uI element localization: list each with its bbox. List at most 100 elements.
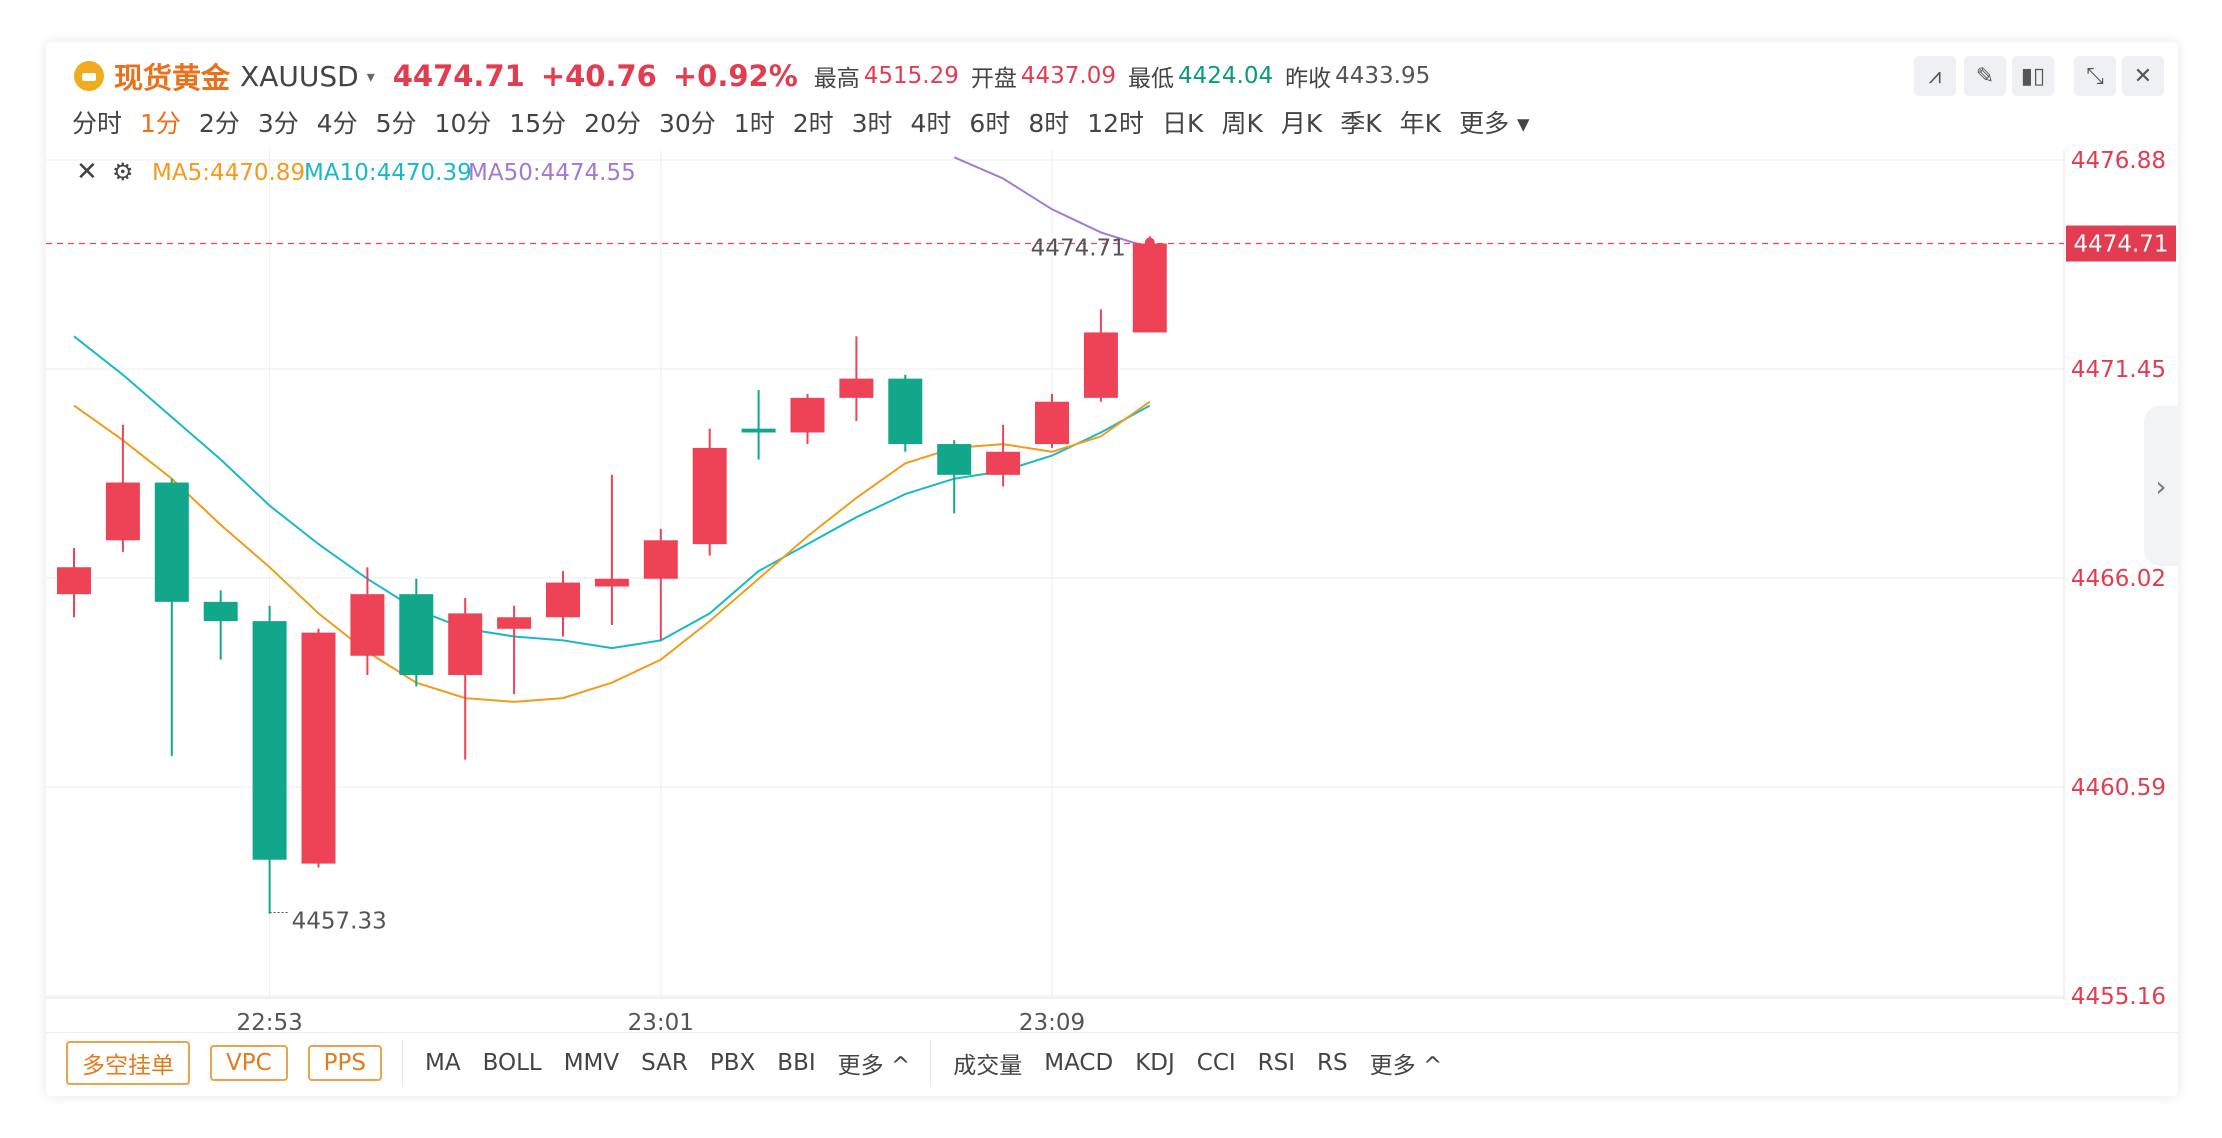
sub-indicator-rsi[interactable]: RSI xyxy=(1257,1050,1296,1076)
period-10[interactable]: 1时 xyxy=(733,109,775,138)
period-8[interactable]: 20分 xyxy=(584,109,641,138)
order-button-pps[interactable]: PPS xyxy=(307,1045,383,1081)
y-tick-label: 4455.16 xyxy=(2071,984,2166,1010)
candle-body xyxy=(1083,332,1118,398)
open-value: 4437.09 xyxy=(1020,63,1117,89)
high-value: 4515.29 xyxy=(863,63,959,89)
expand-side-panel-icon[interactable]: › xyxy=(2144,406,2178,566)
chart-card: 现货黄金 XAUUSD ▾ 4474.71 +40.76 +0.92% 最高 4… xyxy=(46,42,2178,1096)
ma5-legend: MA5:4470.89 xyxy=(152,160,305,186)
price-change: +40.76 xyxy=(540,59,657,93)
period-18[interactable]: 周K xyxy=(1221,109,1263,138)
period-4[interactable]: 4分 xyxy=(316,109,358,138)
candle-body xyxy=(937,444,972,475)
candle-body xyxy=(643,540,678,579)
candle-body xyxy=(105,482,140,541)
period-0[interactable]: 分时 xyxy=(72,109,123,138)
period-13[interactable]: 4时 xyxy=(910,109,952,138)
order-button-long-short[interactable]: 多空挂单 xyxy=(66,1041,190,1085)
period-22[interactable]: 更多 ▾ xyxy=(1459,109,1530,138)
candle-body xyxy=(741,428,776,433)
instrument-name[interactable]: 现货黄金 xyxy=(114,61,231,95)
last-price-dot xyxy=(1144,237,1155,248)
candle-type-icon[interactable]: ▮▯ xyxy=(2012,56,2054,96)
prev-close-value: 4433.95 xyxy=(1335,63,1431,89)
open-label: 开盘 xyxy=(970,66,1017,92)
sub-indicator-volume[interactable]: 成交量 xyxy=(953,1053,1023,1079)
main-indicator-mmv[interactable]: MMV xyxy=(563,1050,620,1076)
line-tool-icon[interactable]: ⩘ xyxy=(1914,56,1956,96)
period-bar: 分时 1分 2分 3分 4分 5分 10分 15分 20分 30分 1时 2时 3时 4时 6时 8时 12时日… xyxy=(72,100,1548,144)
period-6[interactable]: 10分 xyxy=(434,109,492,138)
period-15[interactable]: 8时 xyxy=(1028,109,1070,138)
period-17[interactable]: 日K xyxy=(1162,109,1204,138)
x-tick-label: 23:01 xyxy=(628,1010,694,1030)
y-tick-label: 4460.59 xyxy=(2071,775,2166,801)
period-5[interactable]: 5分 xyxy=(375,109,417,138)
sub-indicator-kdj[interactable]: KDJ xyxy=(1135,1050,1175,1076)
sub-indicator-cci[interactable]: CCI xyxy=(1196,1050,1236,1076)
sub-indicator-more[interactable]: 更多 ^ xyxy=(1369,1053,1443,1079)
instrument-symbol[interactable]: XAUUSD xyxy=(240,59,359,93)
high-label: 最高 xyxy=(813,66,860,92)
last-price-tag xyxy=(2066,225,2176,262)
candle-body xyxy=(154,482,189,602)
price-change-pct: +0.92% xyxy=(672,59,798,93)
candle-body xyxy=(839,378,874,398)
x-tick-label: 23:09 xyxy=(1019,1010,1085,1030)
draw-pen-icon[interactable]: ✎ xyxy=(1964,56,2006,96)
candle-body xyxy=(692,447,727,545)
period-1[interactable]: 1分 xyxy=(140,109,181,138)
divider xyxy=(930,1041,932,1085)
period-14[interactable]: 6时 xyxy=(969,109,1011,138)
candle-body xyxy=(986,451,1021,475)
candle-body xyxy=(546,582,580,618)
candle-body xyxy=(57,567,91,595)
main-indicator-bbi[interactable]: BBI xyxy=(777,1050,816,1076)
main-indicator-more[interactable]: 更多 ^ xyxy=(837,1053,911,1079)
ma50-legend: MA50:4474.55 xyxy=(468,160,636,186)
main-indicator-sar[interactable]: SAR xyxy=(641,1050,688,1076)
period-21[interactable]: 年K xyxy=(1399,109,1442,138)
sub-indicator-macd[interactable]: MACD xyxy=(1044,1050,1114,1076)
collapse-icon[interactable]: ⤡ xyxy=(2074,56,2116,96)
ma50-line xyxy=(953,156,1151,249)
close-icon[interactable]: ✕ xyxy=(2122,56,2164,96)
indicator-bar: 多空挂单 VPC PPS MA BOLL MMV SAR PBX BBI 更多 … xyxy=(46,1032,2178,1093)
main-indicator-pbx[interactable]: PBX xyxy=(709,1050,756,1076)
gold-coin-icon xyxy=(74,61,104,91)
period-20[interactable]: 季K xyxy=(1340,109,1382,138)
candle-body xyxy=(497,617,532,629)
candlestick-chart[interactable]: 4476.88 4471.45 4466.02 4460.59 4455.16 22:53… xyxy=(46,150,2178,1030)
candle-body xyxy=(1035,401,1069,445)
period-7[interactable]: 15分 xyxy=(509,109,567,138)
candle-body xyxy=(350,594,385,656)
low-marker-label: 4457.33 xyxy=(292,908,387,934)
period-12[interactable]: 3时 xyxy=(851,109,893,138)
close-ma-icon: ✕ xyxy=(76,157,98,187)
prev-close-label: 昨收 xyxy=(1285,66,1332,92)
period-16[interactable]: 12时 xyxy=(1087,109,1145,138)
period-3[interactable]: 3分 xyxy=(257,109,299,138)
sub-indicator-rs[interactable]: RS xyxy=(1317,1050,1348,1076)
y-tick-label: 4466.02 xyxy=(2071,566,2166,592)
period-9[interactable]: 30分 xyxy=(658,109,716,138)
low-label: 最低 xyxy=(1128,66,1175,92)
ma10-legend: MA10:4470.39 xyxy=(304,160,472,186)
candle-body xyxy=(301,632,336,864)
low-value: 4424.04 xyxy=(1178,63,1274,89)
candle-body xyxy=(594,578,629,587)
quote-header: 现货黄金 XAUUSD ▾ 4474.71 +40.76 +0.92% 最高 4… xyxy=(74,52,1442,100)
candle-body xyxy=(399,594,434,675)
order-button-vpc[interactable]: VPC xyxy=(210,1045,288,1081)
period-11[interactable]: 2时 xyxy=(792,109,834,138)
main-indicator-boll[interactable]: BOLL xyxy=(482,1050,542,1076)
last-price: 4474.71 xyxy=(392,59,525,93)
main-indicator-ma[interactable]: MA xyxy=(425,1050,461,1076)
candle-body xyxy=(252,621,287,860)
period-2[interactable]: 2分 xyxy=(198,109,240,138)
last-price-tag-label: 4474.71 xyxy=(2073,232,2168,258)
period-19[interactable]: 月K xyxy=(1280,109,1323,138)
candle-body xyxy=(1132,243,1167,333)
symbol-dropdown-icon[interactable]: ▾ xyxy=(366,66,375,86)
